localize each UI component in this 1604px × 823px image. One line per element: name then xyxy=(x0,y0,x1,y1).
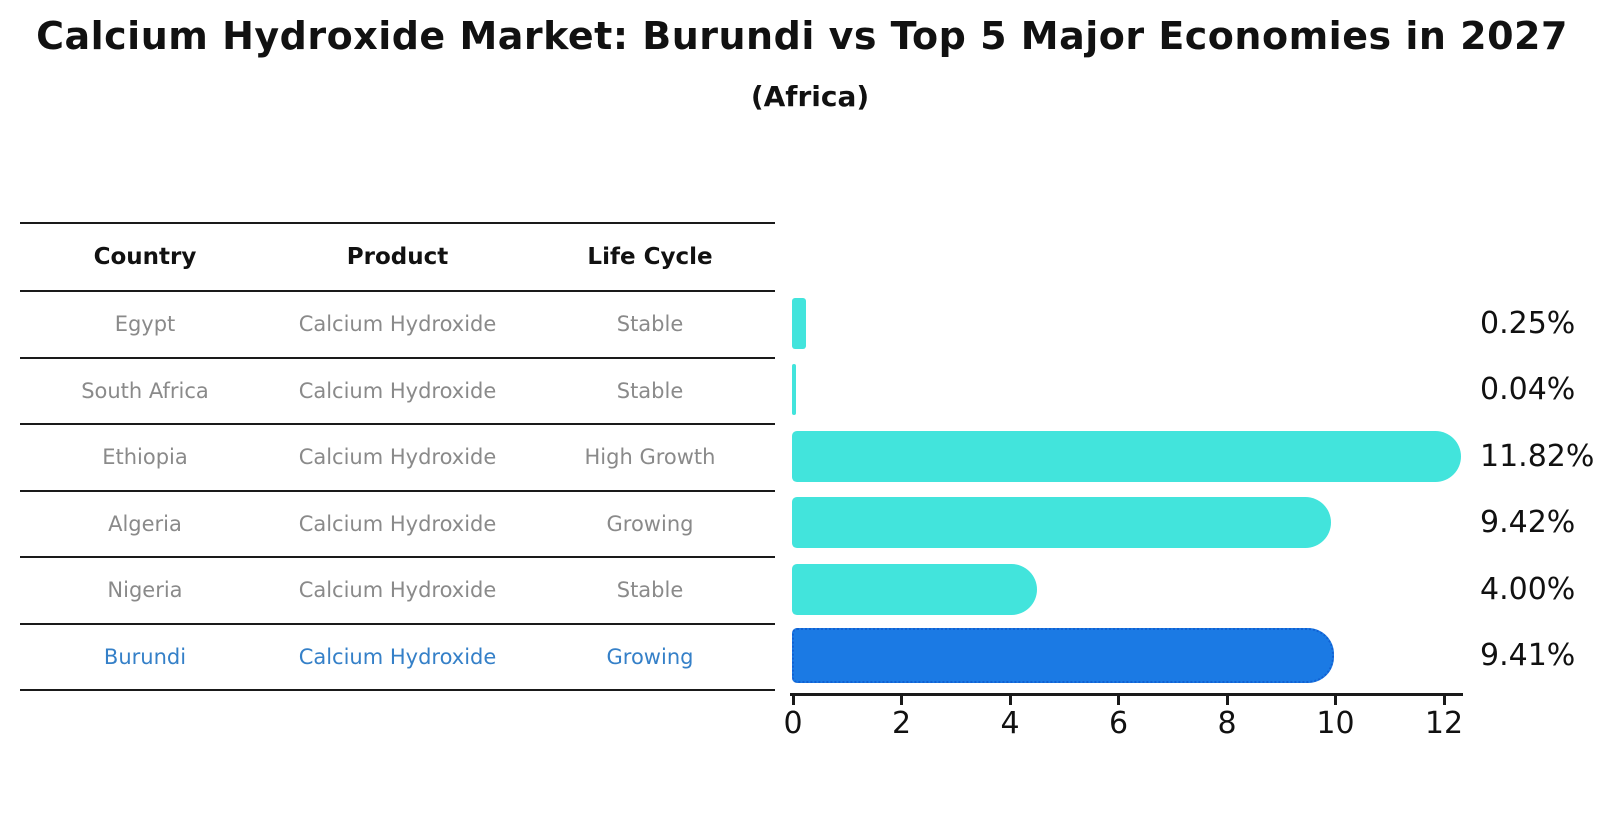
x-axis-tick-label: 10 xyxy=(1316,706,1355,741)
cell-life_cycle: Growing xyxy=(606,644,694,669)
comparison-table: Country Product Life Cycle Egypt Calcium Hyd… xyxy=(20,222,775,691)
table-header-row: Country Product Life Cycle xyxy=(20,222,775,290)
x-axis-tick xyxy=(1117,696,1120,705)
bar-burundi xyxy=(792,628,1335,684)
cell-life_cycle: Stable xyxy=(616,578,684,603)
cell-life_cycle: Growing xyxy=(606,511,694,536)
value-label: 0.25% xyxy=(1480,305,1576,341)
table-row-egypt: Egypt Calcium Hydroxide Stable xyxy=(20,290,775,357)
value-label: 9.41% xyxy=(1480,638,1576,674)
cell-country: Egypt xyxy=(114,312,176,337)
cell-country: South Africa xyxy=(81,378,209,403)
cell-country: Algeria xyxy=(108,511,182,536)
x-axis-tick-label: 2 xyxy=(891,706,912,741)
x-axis-tick-label: 6 xyxy=(1108,706,1129,741)
x-axis-tick-label: 4 xyxy=(1000,706,1020,741)
bar-south-africa xyxy=(792,364,796,416)
x-axis-line xyxy=(790,693,1463,696)
cell-life_cycle: Stable xyxy=(616,378,684,403)
value-label: 11.82% xyxy=(1480,438,1595,474)
bar-nigeria xyxy=(792,563,1037,615)
cell-life_cycle: High Growth xyxy=(584,445,716,470)
table-row-south-africa: South Africa Calcium Hydroxide Stable xyxy=(20,356,775,424)
cell-product: Calcium Hydroxide xyxy=(298,378,497,403)
table-row-ethiopia: Ethiopia Calcium Hydroxide High Growth xyxy=(20,423,775,490)
cell-life_cycle: Stable xyxy=(616,312,684,337)
cell-product: Calcium Hydroxide xyxy=(298,312,497,337)
bar-egypt xyxy=(792,297,806,349)
page-subtitle: (Africa) xyxy=(750,80,870,113)
table-row-nigeria: Nigeria Calcium Hydroxide Stable xyxy=(20,556,775,623)
header-cell-country: Country xyxy=(93,244,197,270)
x-axis-tick xyxy=(900,696,903,705)
cell-product: Calcium Hydroxide xyxy=(298,644,497,669)
x-axis-tick xyxy=(791,696,795,705)
cell-country: Ethiopia xyxy=(102,445,188,470)
x-axis-tick-label: 8 xyxy=(1217,706,1237,741)
cell-product: Calcium Hydroxide xyxy=(298,511,497,536)
x-axis-tick xyxy=(1008,696,1012,705)
x-axis-tick-label: 0 xyxy=(783,706,803,741)
value-label: 9.42% xyxy=(1480,505,1576,541)
x-axis-tick xyxy=(1225,696,1229,705)
table-row-burundi: Burundi Calcium Hydroxide Growing xyxy=(20,622,775,690)
bar-ethiopia xyxy=(792,430,1462,482)
bar-algeria xyxy=(792,497,1332,549)
value-label: 0.04% xyxy=(1480,372,1576,408)
x-axis-tick xyxy=(1334,696,1337,705)
page-title: Calcium Hydroxide Market: Burundi vs Top… xyxy=(36,14,1568,58)
cell-product: Calcium Hydroxide xyxy=(298,445,497,470)
cell-country: Burundi xyxy=(103,644,187,669)
cell-product: Calcium Hydroxide xyxy=(298,578,497,603)
x-axis-tick xyxy=(1442,696,1446,705)
cell-country: Nigeria xyxy=(107,578,183,603)
header-cell-life_cycle: Life Cycle xyxy=(587,244,713,270)
header-cell-product: Product xyxy=(346,244,449,270)
table-row-algeria: Algeria Calcium Hydroxide Growing xyxy=(20,489,775,557)
value-label: 4.00% xyxy=(1480,571,1576,607)
x-axis-tick-label: 12 xyxy=(1424,706,1464,741)
